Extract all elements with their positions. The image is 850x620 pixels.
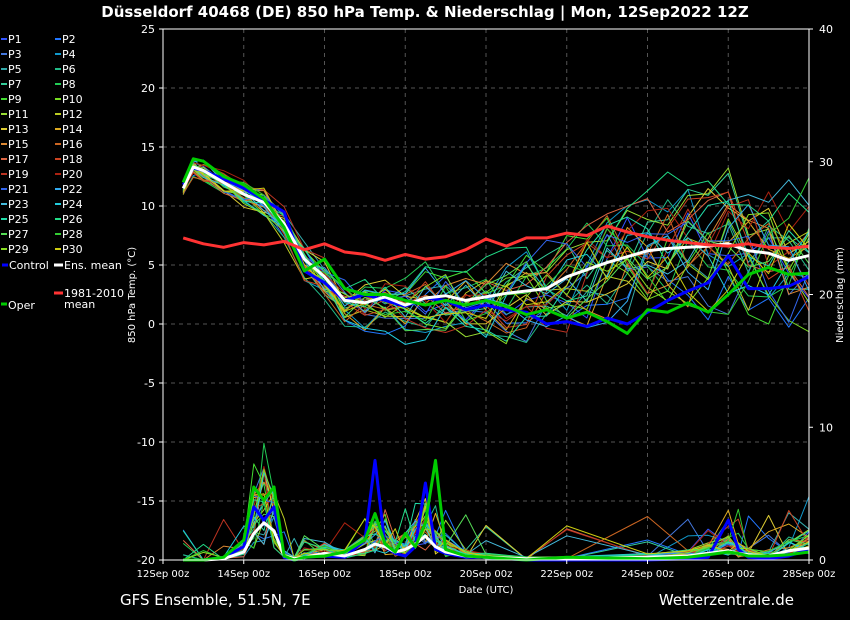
x-tick-label: 28Sep 00z	[783, 569, 836, 580]
legend-label-p29: P29	[8, 243, 29, 256]
legend-label-p20: P20	[62, 168, 83, 181]
legend-label-p24: P24	[62, 198, 83, 211]
temp-line-oper	[181, 157, 810, 335]
legend-label-p16: P16	[62, 138, 83, 151]
x-tick-label: 18Sep 00z	[379, 569, 432, 580]
legend-label-p1: P1	[8, 33, 22, 46]
legend-label-p9: P9	[8, 93, 22, 106]
y-tick-label-left: 5	[148, 259, 155, 272]
legend-label-p13: P13	[8, 123, 29, 136]
x-tick-label: 14Sep 00z	[217, 569, 270, 580]
member-temp-line-p19	[182, 164, 810, 333]
y-tick-label-left: -5	[144, 377, 155, 390]
precip-line-oper	[183, 458, 810, 562]
legend-label-p25: P25	[8, 213, 29, 226]
legend-label-p8: P8	[62, 78, 76, 91]
legend-climate-label-2: mean	[64, 298, 95, 311]
legend-label-p12: P12	[62, 108, 83, 121]
y-tick-label-right: 10	[819, 421, 833, 434]
legend-label-p10: P10	[62, 93, 83, 106]
x-tick-label: 24Sep 00z	[621, 569, 674, 580]
precip-line-control	[183, 458, 810, 562]
legend-label-p21: P21	[8, 183, 29, 196]
legend-label-p17: P17	[8, 153, 29, 166]
legend-label-p5: P5	[8, 63, 22, 76]
y-tick-label-left: 0	[148, 318, 155, 331]
legend-label-p15: P15	[8, 138, 29, 151]
x-tick-label: 12Sep 00z	[137, 569, 190, 580]
legend: P1 P2 P3 P4 P5 P6 P7 P8 P9 P10 P11 P12 P13 P14 P15 P16 P…	[1, 33, 124, 312]
legend-label-p23: P23	[8, 198, 29, 211]
x-axis-label: Date (UTC)	[459, 585, 514, 596]
legend-control-label: Control	[9, 259, 49, 272]
legend-label-p4: P4	[62, 48, 76, 61]
member-precip-line-p19	[183, 469, 810, 561]
y-tick-label-left: 10	[141, 200, 155, 213]
legend-label-p6: P6	[62, 63, 76, 76]
x-tick-label: 22Sep 00z	[540, 569, 593, 580]
member-temp-line-p25	[182, 163, 810, 342]
legend-label-p27: P27	[8, 228, 29, 241]
axes: 12Sep 00z 14Sep 00z 16Sep 00z 18Sep 00z 20Se…	[137, 23, 836, 580]
y-tick-label-right: 0	[819, 554, 826, 567]
y-tick-label-right: 20	[819, 289, 833, 302]
member-temp-line-p6	[182, 167, 810, 343]
plot-area: 12Sep 00z 14Sep 00z 16Sep 00z 18Sep 00z 20Se…	[137, 23, 836, 580]
legend-oper-label: Oper	[8, 299, 35, 312]
footer-site: Wetterzentrale.de	[659, 591, 794, 609]
legend-label-p7: P7	[8, 78, 22, 91]
temp-line-1981-2010-mean	[182, 224, 810, 262]
chart-title: Düsseldorf 40468 (DE) 850 hPa Temp. & Ni…	[101, 3, 749, 22]
highlighted-series	[181, 157, 810, 562]
y-axis-label-right: Niederschlag (mm)	[835, 247, 846, 343]
legend-climate-label-1: 1981-2010	[64, 287, 124, 300]
y-tick-label-right: 40	[819, 23, 833, 36]
y-tick-label-left: -15	[137, 495, 155, 508]
y-tick-label-left: 15	[141, 141, 155, 154]
member-temp-line-p23	[182, 163, 810, 318]
footer-model-info: GFS Ensemble, 51.5N, 7E	[120, 591, 311, 609]
legend-label-p11: P11	[8, 108, 29, 121]
y-axis-label-left: 850 hPa Temp. (°C)	[127, 247, 138, 343]
legend-label-p3: P3	[8, 48, 22, 61]
member-precip-line-p28	[182, 500, 810, 561]
legend-label-p14: P14	[62, 123, 83, 136]
x-tick-label: 16Sep 00z	[298, 569, 351, 580]
y-tick-label-left: 20	[141, 82, 155, 95]
legend-label-p18: P18	[62, 153, 83, 166]
legend-label-p26: P26	[62, 213, 83, 226]
legend-label-p30: P30	[62, 243, 83, 256]
y-tick-label-left: 25	[141, 23, 155, 36]
member-temp-line-p29	[182, 169, 810, 345]
legend-ens-mean-label: Ens. mean	[64, 259, 122, 272]
x-tick-label: 26Sep 00z	[702, 569, 755, 580]
member-temp-line-p5	[182, 158, 810, 317]
x-tick-label: 20Sep 00z	[460, 569, 513, 580]
legend-label-p28: P28	[62, 228, 83, 241]
y-tick-label-left: -20	[137, 554, 155, 567]
legend-label-p22: P22	[62, 183, 83, 196]
temp-line-control	[181, 166, 810, 328]
y-tick-label-left: -10	[137, 436, 155, 449]
member-temperature-lines	[182, 158, 810, 345]
member-temp-line-p30	[182, 164, 810, 319]
legend-label-p2: P2	[62, 33, 76, 46]
y-tick-label-right: 30	[819, 156, 833, 169]
legend-label-p19: P19	[8, 168, 29, 181]
